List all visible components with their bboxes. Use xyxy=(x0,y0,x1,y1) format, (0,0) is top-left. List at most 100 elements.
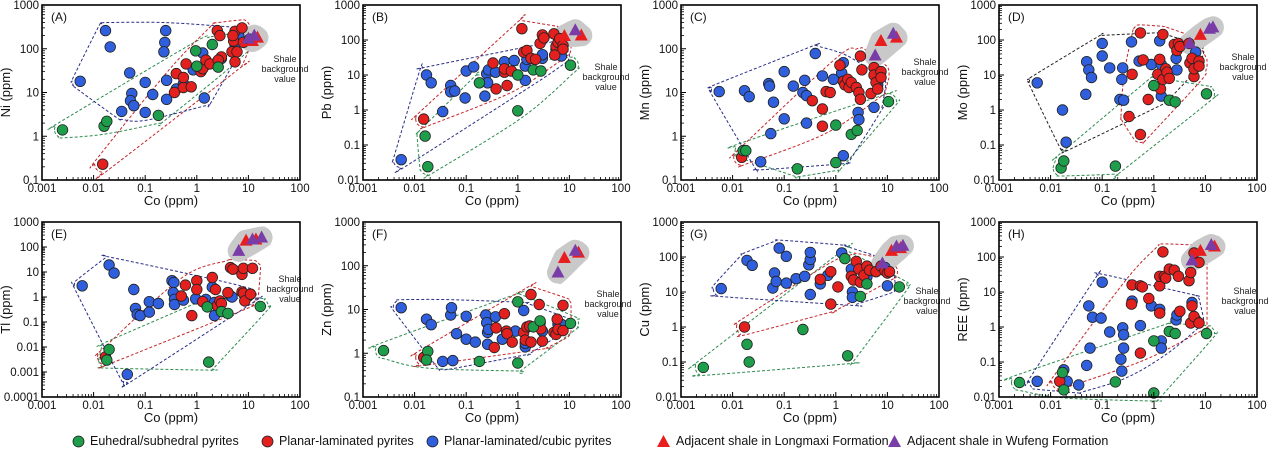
shale-label: background xyxy=(901,67,948,77)
data-point-euhedral xyxy=(1013,376,1026,389)
data-point-planar xyxy=(1193,317,1205,329)
data-point-euhedral xyxy=(791,163,804,175)
y-tick-label: 10 xyxy=(665,287,678,299)
envelope-cubic xyxy=(70,21,248,122)
shale-label: value xyxy=(1234,306,1256,316)
data-point-cubic xyxy=(780,250,793,262)
data-point-planar xyxy=(883,266,896,278)
x-tick-label: 0.001 xyxy=(349,183,378,195)
shale-label: background xyxy=(266,284,313,294)
data-point-planar xyxy=(1193,60,1205,72)
y-axis-title: Mn (ppm) xyxy=(637,65,652,121)
data-point-planar xyxy=(525,288,537,301)
data-point-euhedral xyxy=(512,105,524,117)
y-tick-label: 0.01 xyxy=(974,392,996,404)
data-point-cubic xyxy=(1171,64,1183,76)
x-tick-label: 100 xyxy=(1247,400,1266,412)
panel-label: (F) xyxy=(372,227,387,241)
data-point-planar xyxy=(1153,53,1166,66)
data-point-cubic xyxy=(469,336,482,348)
data-point-cubic xyxy=(778,113,790,125)
x-tick-label: 0.1 xyxy=(458,400,474,412)
y-tick-label: 0.1 xyxy=(662,175,678,187)
data-point-cubic xyxy=(1031,77,1043,89)
data-triangle-longmaxi xyxy=(874,34,888,47)
purple-triangle-icon xyxy=(888,435,901,447)
x-tick-label: 1 xyxy=(515,183,521,195)
data-point-planar xyxy=(501,79,513,92)
data-point-planar xyxy=(551,313,563,325)
plot-frame xyxy=(680,221,940,398)
data-triangle-wufeng xyxy=(568,23,582,36)
data-point-planar xyxy=(533,298,545,311)
data-point-cubic xyxy=(800,117,813,129)
data-point-planar xyxy=(832,281,844,293)
data-point-cubic xyxy=(1056,104,1069,116)
data-point-planar xyxy=(854,50,867,62)
legend-label: Planar-laminated/cubic pyrites xyxy=(444,434,612,448)
data-point-cubic xyxy=(128,283,140,296)
data-point-planar xyxy=(1157,28,1169,41)
y-tick-label: 10 xyxy=(665,88,678,100)
x-tick-label: 0.01 xyxy=(721,400,743,412)
y-tick-label: 10 xyxy=(26,267,39,279)
data-point-cubic xyxy=(143,306,156,318)
y-tick-label: 100 xyxy=(341,35,360,47)
x-tick-label: 10 xyxy=(881,183,894,195)
data-point-cubic xyxy=(159,24,172,37)
y-tick-label: 1000 xyxy=(652,0,678,12)
y-tick-label: 1 xyxy=(672,322,678,334)
data-point-euhedral xyxy=(101,354,113,366)
data-point-cubic xyxy=(1116,62,1129,74)
y-tick-label: 100 xyxy=(20,242,39,254)
data-point-cubic xyxy=(74,75,86,88)
data-point-cubic xyxy=(479,90,491,102)
data-point-cubic xyxy=(76,280,88,292)
data-point-planar xyxy=(557,299,569,312)
shale-label: background xyxy=(261,64,308,74)
data-point-cubic xyxy=(395,302,407,314)
data-point-cubic xyxy=(1080,359,1093,372)
envelope-euhedral xyxy=(96,296,272,372)
data-point-euhedral xyxy=(839,252,851,265)
data-point-cubic xyxy=(450,328,463,340)
shale-label: value xyxy=(279,294,301,304)
data-point-cubic xyxy=(1096,50,1108,62)
y-axis-title: Cu (ppm) xyxy=(637,282,652,336)
data-point-planar xyxy=(856,64,868,76)
data-point-planar xyxy=(488,341,501,354)
y-tick-label: 0.1 xyxy=(980,140,996,152)
y-tick-label: 0.01 xyxy=(974,175,996,187)
panel-label: (C) xyxy=(690,10,707,24)
data-point-planar xyxy=(536,335,549,347)
data-point-cubic xyxy=(763,80,776,92)
x-tick-label: 10 xyxy=(242,183,255,195)
y-axis-title: Mo (ppm) xyxy=(955,65,970,121)
data-triangle-wufeng xyxy=(875,256,889,269)
panel-label: (D) xyxy=(1008,10,1025,24)
data-point-planar xyxy=(824,86,836,99)
x-tick-label: 0.01 xyxy=(82,400,104,412)
legend-item-planar: Planar-laminated pyrites xyxy=(261,434,414,448)
data-point-cubic xyxy=(1134,319,1147,332)
data-point-euhedral xyxy=(1058,155,1070,167)
shale-label: background xyxy=(1219,62,1266,72)
data-point-planar xyxy=(186,309,198,322)
y-tick-label: 10 xyxy=(983,287,996,299)
data-point-planar xyxy=(1186,300,1198,312)
y-tick-label: 10 xyxy=(347,305,360,317)
data-point-cubic xyxy=(1116,365,1128,377)
data-point-euhedral xyxy=(1109,160,1122,172)
envelope-planar xyxy=(729,47,890,168)
data-triangle-longmaxi xyxy=(557,29,571,42)
data-point-euhedral xyxy=(103,343,115,356)
data-point-cubic xyxy=(425,319,437,331)
data-point-cubic xyxy=(437,105,449,118)
x-axis-title: Co (ppm) xyxy=(144,410,198,425)
x-tick-label: 100 xyxy=(1247,183,1266,195)
plot-frame xyxy=(41,221,301,398)
data-point-euhedral xyxy=(851,124,863,137)
data-point-planar xyxy=(501,328,513,340)
